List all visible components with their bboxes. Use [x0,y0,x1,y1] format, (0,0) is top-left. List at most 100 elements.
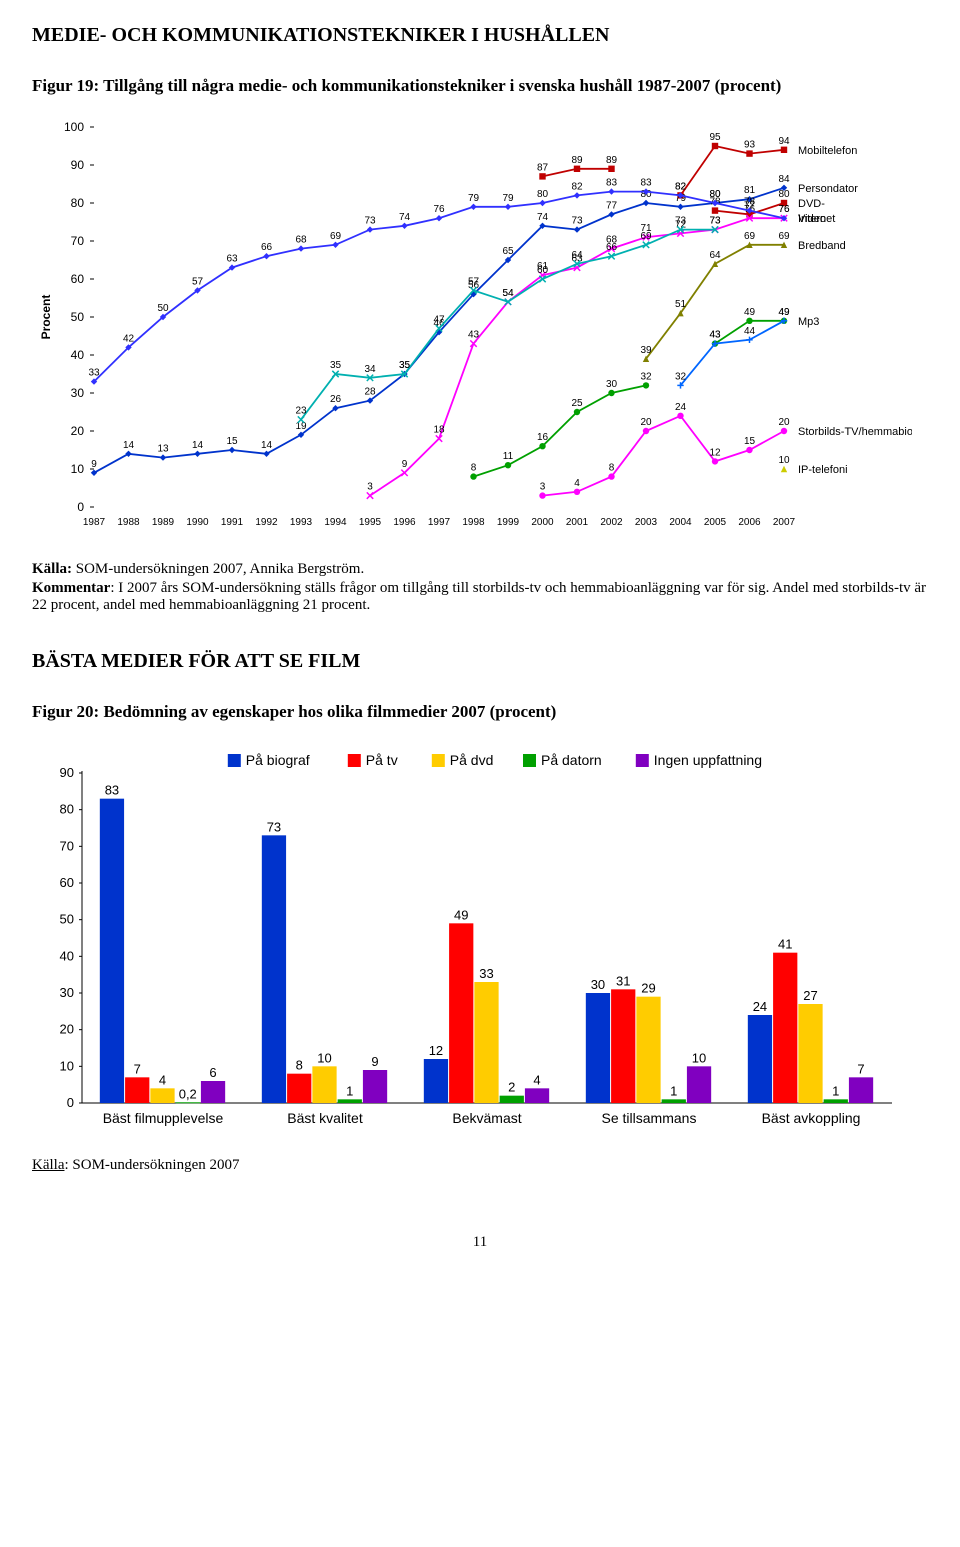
svg-text:4: 4 [159,1073,166,1088]
svg-text:Procent: Procent [39,295,53,340]
svg-text:1: 1 [346,1084,353,1099]
svg-text:1990: 1990 [186,517,209,528]
svg-text:10: 10 [317,1051,331,1066]
svg-text:69: 69 [330,231,342,242]
svg-text:30: 30 [60,985,74,1000]
svg-text:1988: 1988 [117,517,140,528]
svg-text:50: 50 [60,912,74,927]
svg-text:På biograf: På biograf [246,752,310,768]
svg-text:74: 74 [537,212,549,223]
comment-text: : I 2007 års SOM-undersökning ställs frå… [32,580,926,613]
source-text: : SOM-undersökningen 2007 [64,1157,239,1173]
svg-text:51: 51 [675,299,687,310]
svg-text:10: 10 [71,462,85,476]
svg-text:0: 0 [67,1095,74,1110]
svg-text:Storbilds-TV/hemmabio: Storbilds-TV/hemmabio [798,426,912,438]
svg-text:1991: 1991 [221,517,244,528]
svg-text:8: 8 [296,1058,303,1073]
section-title: MEDIE- OCH KOMMUNIKATIONSTEKNIKER I HUSH… [32,24,928,47]
svg-text:12: 12 [709,447,721,458]
svg-text:30: 30 [606,379,618,390]
svg-text:82: 82 [571,181,583,192]
svg-text:1999: 1999 [497,517,520,528]
comment-label: Kommentar [32,580,110,596]
svg-text:80: 80 [537,189,549,200]
svg-text:På datorn: På datorn [541,752,602,768]
svg-text:24: 24 [753,999,767,1014]
svg-text:Persondator: Persondator [798,183,858,195]
svg-text:80: 80 [60,802,74,817]
svg-text:Video: Video [798,213,826,225]
svg-text:34: 34 [364,364,376,375]
fig19-comment: Kommentar: I 2007 års SOM-undersökning s… [32,580,928,614]
svg-text:4: 4 [574,478,580,489]
svg-text:1995: 1995 [359,517,382,528]
svg-text:90: 90 [60,765,74,780]
svg-text:14: 14 [261,440,273,451]
svg-text:26: 26 [330,394,342,405]
svg-text:64: 64 [571,250,583,261]
svg-text:28: 28 [364,387,376,398]
fig20-chart: 010203040506070809083740,26Bäst filmuppl… [32,743,928,1143]
svg-text:Bredband: Bredband [798,240,846,252]
svg-text:20: 20 [71,424,85,438]
svg-text:1989: 1989 [152,517,175,528]
svg-text:9: 9 [91,459,97,470]
page-number: 11 [32,1234,928,1251]
svg-text:40: 40 [60,949,74,964]
svg-text:79: 79 [502,193,514,204]
svg-text:2001: 2001 [566,517,589,528]
svg-text:20: 20 [640,417,652,428]
svg-text:10: 10 [778,455,790,466]
svg-text:66: 66 [606,242,618,253]
svg-text:30: 30 [71,386,85,400]
svg-text:1998: 1998 [462,517,485,528]
svg-text:43: 43 [468,330,480,341]
svg-text:1987: 1987 [83,517,106,528]
svg-text:Bäst kvalitet: Bäst kvalitet [287,1110,363,1126]
svg-text:76: 76 [433,204,445,215]
svg-text:33: 33 [88,368,100,379]
svg-text:1997: 1997 [428,517,451,528]
svg-text:1: 1 [832,1084,839,1099]
svg-text:2006: 2006 [738,517,761,528]
svg-text:81: 81 [744,185,756,196]
svg-text:49: 49 [454,908,468,923]
svg-text:31: 31 [616,974,630,989]
svg-text:68: 68 [295,235,307,246]
svg-text:41: 41 [778,937,792,952]
svg-text:69: 69 [744,231,756,242]
svg-text:90: 90 [71,158,85,172]
svg-text:80: 80 [709,189,721,200]
svg-text:87: 87 [537,162,549,173]
svg-text:1996: 1996 [393,517,416,528]
svg-text:39: 39 [640,345,652,356]
svg-text:20: 20 [60,1022,74,1037]
svg-text:35: 35 [330,360,342,371]
svg-text:47: 47 [433,314,445,325]
svg-text:80: 80 [71,196,85,210]
svg-text:25: 25 [571,398,583,409]
svg-text:73: 73 [364,216,376,227]
svg-text:57: 57 [192,276,204,287]
svg-text:3: 3 [540,482,546,493]
fig20-title: Figur 20: Bedömning av egenskaper hos ol… [32,701,928,723]
svg-text:Mobiltelefon: Mobiltelefon [798,145,857,157]
svg-text:Bäst avkoppling: Bäst avkoppling [762,1110,861,1126]
svg-text:Bäst filmupplevelse: Bäst filmupplevelse [103,1110,224,1126]
svg-text:76: 76 [778,204,790,215]
svg-text:73: 73 [267,820,281,835]
source-prefix: Källa [32,1157,64,1173]
svg-text:57: 57 [468,276,480,287]
svg-text:DVD-: DVD- [798,198,825,210]
svg-text:60: 60 [71,272,85,286]
svg-text:13: 13 [157,444,169,455]
svg-text:80: 80 [778,189,790,200]
fig19-source: Källa: SOM-undersökningen 2007, Annika B… [32,561,928,578]
svg-text:73: 73 [709,216,721,227]
svg-text:94: 94 [778,136,790,147]
svg-text:93: 93 [744,140,756,151]
svg-text:43: 43 [709,330,721,341]
svg-text:9: 9 [371,1054,378,1069]
svg-text:23: 23 [295,406,307,417]
